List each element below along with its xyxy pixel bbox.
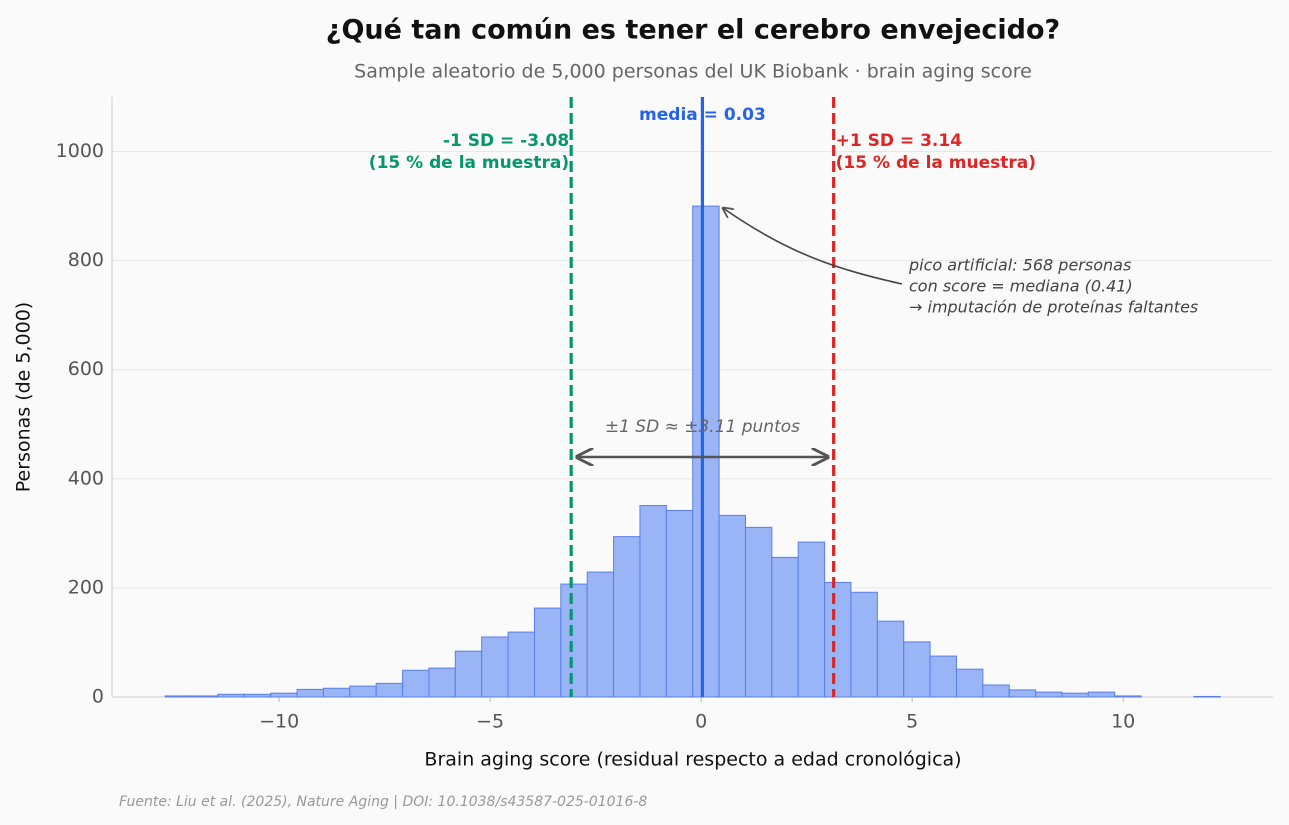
- bar: [322, 687, 351, 698]
- y-tick-label: 1000: [56, 140, 104, 162]
- bar: [876, 620, 905, 698]
- annotation: → imputación de proteínas faltantes: [909, 298, 1198, 317]
- bar: [1193, 695, 1221, 698]
- bar: [296, 688, 324, 698]
- bar: [349, 685, 377, 698]
- bar: [507, 631, 535, 698]
- reference-label: -1 SD = -3.08: [443, 131, 569, 151]
- y-tick-label: 200: [68, 576, 104, 598]
- bar: [797, 541, 826, 698]
- bar: [428, 667, 456, 698]
- x-tick-label: 0: [695, 711, 707, 733]
- x-tick-label: −10: [259, 711, 299, 733]
- bar: [929, 655, 957, 698]
- reference-label: +1 SD = 3.14: [836, 131, 963, 151]
- y-axis-label: Personas (de 5,000): [13, 302, 35, 492]
- bar: [481, 636, 509, 698]
- y-tick-label: 0: [92, 686, 104, 708]
- chart-title: ¿Qué tan común es tener el cerebro envej…: [326, 15, 1060, 46]
- sd-label: ±1 SD ≈ ±3.11 puntos: [605, 417, 800, 437]
- bar: [718, 514, 746, 698]
- bar: [191, 695, 219, 698]
- source: Fuente: Liu et al. (2025), Nature Aging …: [119, 794, 647, 810]
- bar: [164, 695, 193, 698]
- bar: [243, 693, 272, 698]
- bar: [982, 684, 1010, 698]
- reference-label: (15 % de la muestra): [369, 153, 569, 173]
- bar: [1008, 689, 1037, 698]
- bar: [560, 583, 588, 698]
- bar: [270, 692, 298, 698]
- y-tick-label: 800: [68, 249, 104, 271]
- y-tick-label: 400: [68, 467, 104, 489]
- bar: [1114, 695, 1142, 698]
- bar: [824, 581, 852, 698]
- reference-label: (15 % de la muestra): [836, 153, 1036, 173]
- bar: [903, 641, 931, 698]
- bar: [586, 571, 615, 698]
- annotation: pico artificial: 568 personas: [908, 256, 1131, 275]
- bar: [613, 536, 641, 698]
- bar: [850, 591, 878, 698]
- bar: [375, 682, 404, 698]
- bar: [744, 526, 773, 698]
- chart-subtitle: Sample aleatorio de 5,000 personas del U…: [354, 61, 1032, 83]
- reference-label: media = 0.03: [639, 105, 766, 125]
- bar: [665, 509, 694, 698]
- annotation: con score = mediana (0.41): [909, 277, 1133, 296]
- bar: [1061, 692, 1089, 698]
- bar: [639, 505, 667, 698]
- x-tick-label: 5: [906, 711, 918, 733]
- bar: [955, 668, 984, 698]
- bar: [1087, 691, 1116, 698]
- bar: [533, 607, 562, 698]
- y-tick-label: 600: [68, 358, 104, 380]
- annotation-arrow: [723, 208, 903, 285]
- x-tick-label: −5: [476, 711, 504, 733]
- x-tick-label: 10: [1111, 711, 1135, 733]
- bar: [217, 693, 245, 698]
- bar: [402, 669, 430, 698]
- x-axis-label: Brain aging score (residual respecto a e…: [424, 749, 961, 771]
- bar: [771, 556, 799, 698]
- bar: [454, 650, 483, 698]
- bar: [1035, 691, 1063, 698]
- bar: [692, 205, 720, 698]
